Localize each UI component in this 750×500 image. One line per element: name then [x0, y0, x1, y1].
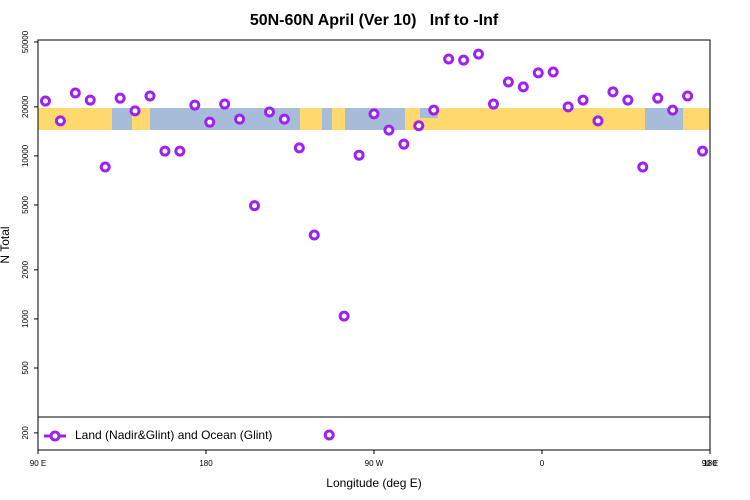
point	[562, 101, 574, 113]
x-tick-label: 0	[540, 459, 545, 468]
point	[487, 98, 499, 110]
point	[353, 149, 365, 161]
point	[622, 94, 634, 106]
point	[323, 429, 335, 441]
point	[249, 200, 261, 212]
map-ocean	[112, 108, 132, 130]
point	[189, 99, 201, 111]
point	[338, 310, 350, 322]
y-tick-label: 50000	[21, 30, 30, 53]
legend-label: Land (Nadir&Glint) and Ocean (Glint)	[75, 428, 272, 442]
point	[308, 229, 320, 241]
x-tick-label: 90 W	[365, 459, 384, 468]
y-tick-label: 10000	[21, 144, 30, 167]
point	[54, 115, 66, 127]
point	[293, 142, 305, 154]
map-ocean	[150, 108, 300, 130]
point	[458, 54, 470, 66]
point	[204, 116, 216, 128]
point	[697, 145, 709, 157]
map-ocean	[420, 108, 438, 118]
chart-title: 50N-60N April (Ver 10) Inf to -Inf	[250, 12, 499, 29]
y-tick-label: 20000	[21, 95, 30, 118]
point	[577, 94, 589, 106]
plot-frame	[37, 39, 711, 451]
point	[84, 94, 96, 106]
point	[637, 161, 649, 173]
point	[443, 53, 455, 65]
point	[69, 87, 81, 99]
y-tick-label: 500	[21, 361, 30, 375]
point	[174, 145, 186, 157]
y-tick-label: 5000	[21, 196, 30, 214]
point	[39, 95, 51, 107]
point	[502, 76, 514, 88]
x-tick-label: 90 E	[30, 459, 46, 468]
point	[532, 67, 544, 79]
point	[278, 113, 290, 125]
point	[652, 92, 664, 104]
point	[413, 120, 425, 132]
point	[607, 86, 619, 98]
point	[547, 66, 559, 78]
y-axis-label: N Total	[0, 226, 12, 263]
point	[398, 138, 410, 150]
point	[234, 113, 246, 125]
x-tick-label: 90 E	[702, 459, 718, 468]
y-tick-label: 2000	[21, 260, 30, 278]
y-tick-label: 200	[21, 426, 30, 440]
point	[368, 108, 380, 120]
x-tick-label: 180	[199, 459, 213, 468]
point	[592, 115, 604, 127]
map-ocean	[322, 108, 332, 130]
point	[473, 48, 485, 60]
point	[129, 105, 141, 117]
point	[263, 106, 275, 118]
point	[114, 92, 126, 104]
x-axis-label: Longitude (deg E)	[326, 476, 421, 490]
point	[99, 161, 111, 173]
point	[428, 104, 440, 116]
point	[682, 90, 694, 102]
y-tick-label: 1000	[21, 309, 30, 327]
point	[144, 90, 156, 102]
point	[159, 145, 171, 157]
point	[517, 81, 529, 93]
point	[667, 104, 679, 116]
point	[383, 124, 395, 136]
point	[219, 98, 231, 110]
x-tick-label: 180	[703, 459, 717, 468]
legend-marker	[49, 430, 61, 442]
